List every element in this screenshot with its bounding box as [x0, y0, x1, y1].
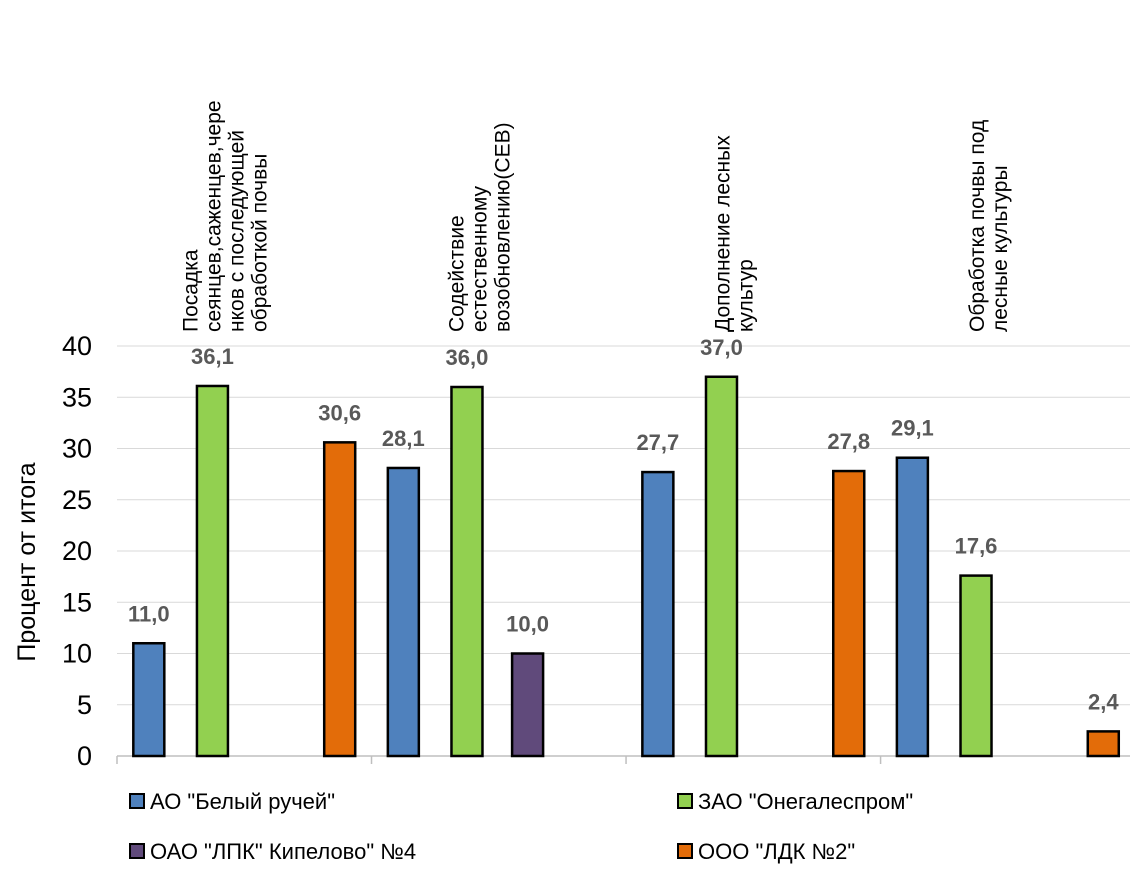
- bars: [132, 375, 1121, 758]
- legend-swatch: [129, 793, 145, 809]
- axes: 0 5 10 15 20 25 30 35 40: [62, 331, 1130, 771]
- data-label: 10,0: [506, 612, 549, 637]
- legend-item: АО "Белый ручей": [129, 789, 335, 814]
- y-tick-label: 30: [62, 434, 92, 464]
- data-label: 36,0: [446, 345, 489, 370]
- bar: [1086, 730, 1121, 758]
- legend-item: ОАО "ЛПК" Кипелово" №4: [129, 839, 416, 864]
- gridlines: [117, 345, 1130, 706]
- category-label: естественному: [468, 185, 491, 332]
- y-tick-label: 15: [62, 587, 92, 617]
- category-label: лесные культуры: [989, 165, 1012, 332]
- bar: [450, 385, 484, 758]
- legend-swatch: [677, 793, 693, 809]
- y-tick-label: 20: [62, 536, 92, 566]
- legend: АО "Белый ручей" ЗАО "Онегалеспром" ОАО "Л…: [129, 789, 913, 864]
- category-label: культур: [734, 259, 757, 332]
- data-label: 11,0: [128, 601, 170, 626]
- bar: [510, 652, 545, 758]
- category-label: Содействие: [445, 215, 468, 332]
- legend-label: ЗАО "Онегалеспром": [698, 789, 913, 814]
- y-tick-label: 35: [62, 382, 92, 412]
- y-tick-label: 25: [62, 485, 92, 515]
- category-label: нков с последующей: [225, 130, 248, 332]
- category-label: Обработка почвы под: [966, 120, 989, 332]
- bar: [832, 469, 866, 758]
- category-label: сеянцев,саженцев,чере: [202, 100, 225, 332]
- category-label: Посадка: [179, 249, 202, 332]
- y-tick-label: 10: [62, 639, 92, 669]
- bar: [959, 574, 993, 758]
- data-labels: 11,0 28,1 27,7 29,1 36,1 36,0 37,0 17,6 10,0 30,6…: [128, 335, 1119, 715]
- category-labels: Посадка сеянцев,саженцев,чере нков с после…: [179, 100, 1012, 332]
- data-label: 17,6: [955, 534, 998, 559]
- bar: [322, 441, 357, 758]
- legend-item: ЗАО "Онегалеспром": [677, 789, 913, 814]
- bar: [386, 466, 421, 758]
- bar: [132, 642, 166, 758]
- legend-swatch: [677, 843, 693, 859]
- y-axis-label: Процент от итога: [13, 462, 41, 661]
- data-label: 37,0: [700, 335, 743, 360]
- data-label: 30,6: [318, 400, 361, 425]
- data-label: 27,8: [827, 429, 870, 454]
- y-tick-label: 5: [77, 690, 92, 720]
- category-label: возобновлению(СЕВ): [491, 122, 514, 332]
- category-label: Дополнение лесных: [711, 135, 734, 332]
- data-label: 2,4: [1088, 689, 1119, 714]
- legend-item: ООО "ЛДК №2": [677, 839, 855, 864]
- data-label: 29,1: [891, 416, 934, 441]
- bar: [704, 375, 739, 758]
- legend-label: ОАО "ЛПК" Кипелово" №4: [150, 839, 416, 864]
- legend-label: ООО "ЛДК №2": [698, 839, 855, 864]
- bar: [895, 456, 930, 758]
- category-label: обработкой почвы: [248, 154, 271, 332]
- y-tick-label: 40: [62, 331, 92, 361]
- data-label: 28,1: [382, 426, 425, 451]
- bar: [641, 470, 675, 758]
- y-tick-label: 0: [77, 741, 92, 771]
- legend-label: АО "Белый ручей": [150, 789, 335, 814]
- data-label: 27,7: [636, 430, 679, 455]
- bar: [195, 384, 230, 758]
- data-label: 36,1: [191, 344, 234, 369]
- legend-swatch: [129, 843, 145, 859]
